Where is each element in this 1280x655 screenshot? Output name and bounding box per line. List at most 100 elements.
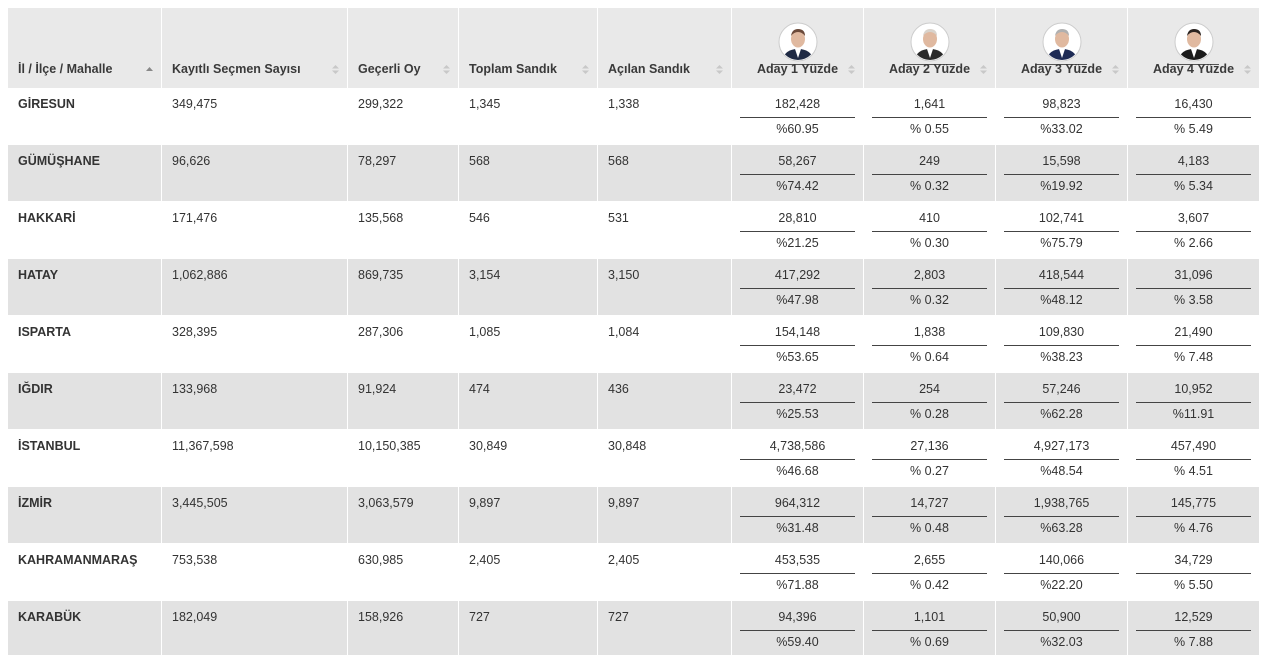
region-name[interactable]: KAHRAMANMARAŞ (18, 553, 138, 567)
cell-value: 30,848 (608, 439, 647, 453)
vote-percent: % 0.64 (910, 350, 949, 364)
sort-icon[interactable] (1244, 64, 1251, 75)
column-header[interactable]: Aday 2 Yüzde (864, 8, 995, 88)
divider (1004, 174, 1119, 175)
divider (872, 345, 987, 346)
table-cell: 3,063,579 (348, 487, 458, 543)
column-header[interactable]: Aday 4 Yüzde (1128, 8, 1259, 88)
region-name[interactable]: GÜMÜŞHANE (18, 154, 100, 168)
column-header[interactable]: Aday 3 Yüzde (996, 8, 1127, 88)
region-name[interactable]: İSTANBUL (18, 439, 81, 453)
column-title: Geçerli Oy (358, 62, 421, 76)
sort-icon[interactable] (848, 64, 855, 75)
vote-percent: % 0.27 (910, 464, 949, 478)
cell-value: 299,322 (358, 97, 404, 111)
vote-percent: % 5.49 (1174, 122, 1213, 136)
table-cell[interactable]: GÜMÜŞHANE (8, 145, 161, 201)
candidate-cell: 1,101 % 0.69 (864, 601, 995, 655)
vote-percent: %21.25 (776, 236, 819, 250)
region-name[interactable]: ISPARTA (18, 325, 72, 339)
sort-icon[interactable] (582, 64, 589, 75)
table-cell[interactable]: HATAY (8, 259, 161, 315)
table-cell[interactable]: İZMİR (8, 487, 161, 543)
candidate-cell: 249 % 0.32 (864, 145, 995, 201)
divider (1004, 516, 1119, 517)
candidate-photo (910, 22, 949, 62)
candidate-cell: 418,544 %48.12 (996, 259, 1127, 315)
cell-value: 1,338 (608, 97, 640, 111)
divider (1136, 117, 1251, 118)
vote-count: 1,838 (913, 325, 946, 339)
avatar-underline (904, 64, 955, 65)
table-cell[interactable]: KARABÜK (8, 601, 161, 655)
vote-count: 4,927,173 (1033, 439, 1090, 453)
column-header[interactable]: Aday 1 Yüzde (732, 8, 863, 88)
vote-count: 254 (919, 382, 940, 396)
vote-count: 964,312 (774, 496, 821, 510)
divider (1136, 516, 1251, 517)
column-header[interactable]: Geçerli Oy (348, 8, 458, 88)
cell-value: 182,049 (172, 610, 218, 624)
candidate-cell: 2,803 % 0.32 (864, 259, 995, 315)
vote-count: 4,738,586 (769, 439, 826, 453)
cell-value: 78,297 (358, 154, 397, 168)
column-header[interactable]: Kayıtlı Seçmen Sayısı (162, 8, 347, 88)
region-name[interactable]: İZMİR (18, 496, 53, 510)
vote-count: 16,430 (1174, 97, 1213, 111)
divider (1004, 630, 1119, 631)
region-name[interactable]: IĞDIR (18, 382, 53, 396)
column-header[interactable]: Açılan Sandık (598, 8, 731, 88)
candidate-cell: 16,430 % 5.49 (1128, 88, 1259, 144)
cell-value: 135,568 (358, 211, 404, 225)
table-cell[interactable]: HAKKARİ (8, 202, 161, 258)
candidate-cell: 23,472 %25.53 (732, 373, 863, 429)
column-title: Toplam Sandık (469, 62, 557, 76)
table-cell: 1,062,886 (162, 259, 347, 315)
column-header[interactable]: Toplam Sandık (459, 8, 597, 88)
vote-percent: %74.42 (776, 179, 819, 193)
region-name[interactable]: GİRESUN (18, 97, 75, 111)
table-cell: 869,735 (348, 259, 458, 315)
divider (1136, 402, 1251, 403)
table-cell: 133,968 (162, 373, 347, 429)
region-name[interactable]: HAKKARİ (18, 211, 76, 225)
region-name[interactable]: KARABÜK (18, 610, 82, 624)
sort-icon[interactable] (146, 64, 153, 75)
cell-value: 133,968 (172, 382, 218, 396)
sort-icon[interactable] (980, 64, 987, 75)
candidate-cell: 50,900 %32.03 (996, 601, 1127, 655)
column-title: Aday 4 Yüzde (1152, 62, 1235, 76)
table-cell: 158,926 (348, 601, 458, 655)
region-name[interactable]: HATAY (18, 268, 59, 282)
table-cell[interactable]: ISPARTA (8, 316, 161, 372)
column-header[interactable]: İl / İlçe / Mahalle (8, 8, 161, 88)
divider (1004, 288, 1119, 289)
vote-percent: %59.40 (776, 635, 819, 649)
sort-icon[interactable] (332, 64, 339, 75)
vote-count: 58,267 (778, 154, 817, 168)
candidate-cell: 1,641 % 0.55 (864, 88, 995, 144)
vote-percent: % 0.55 (910, 122, 949, 136)
vote-percent: %62.28 (1040, 407, 1083, 421)
candidate-cell: 254 % 0.28 (864, 373, 995, 429)
table-cell: 474 (459, 373, 597, 429)
sort-icon[interactable] (1112, 64, 1119, 75)
divider (740, 288, 855, 289)
vote-count: 94,396 (778, 610, 817, 624)
table-cell[interactable]: GİRESUN (8, 88, 161, 144)
column-title: Açılan Sandık (608, 62, 690, 76)
table-cell[interactable]: IĞDIR (8, 373, 161, 429)
avatar-underline (1036, 64, 1087, 65)
table-cell: 10,150,385 (348, 430, 458, 486)
sort-icon[interactable] (443, 64, 450, 75)
cell-value: 1,345 (469, 97, 501, 111)
cell-value: 3,150 (608, 268, 640, 282)
table-cell: 1,345 (459, 88, 597, 144)
table-cell[interactable]: İSTANBUL (8, 430, 161, 486)
vote-percent: % 5.34 (1174, 179, 1213, 193)
vote-percent: % 0.32 (910, 293, 949, 307)
candidate-cell: 21,490 % 7.48 (1128, 316, 1259, 372)
sort-icon[interactable] (716, 64, 723, 75)
table-cell[interactable]: KAHRAMANMARAŞ (8, 544, 161, 600)
vote-percent: % 2.66 (1174, 236, 1213, 250)
